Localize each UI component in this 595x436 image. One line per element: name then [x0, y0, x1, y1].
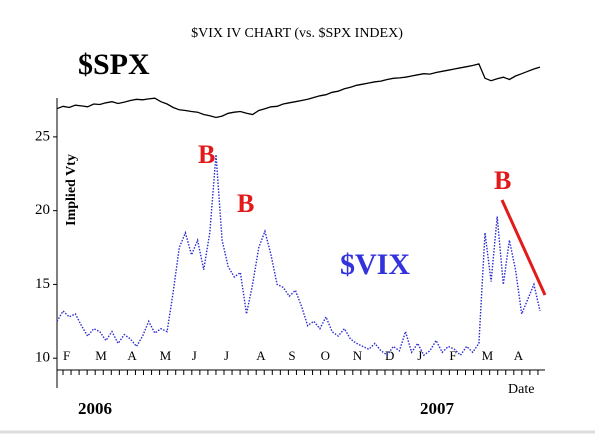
vix-label: $VIX [340, 248, 410, 281]
spx-label: $SPX [78, 48, 150, 81]
chart-title: $VIX IV CHART (vs. $SPX INDEX) [191, 26, 403, 41]
x-tick-label: A [127, 348, 137, 363]
x-tick-label: M [95, 348, 107, 363]
x-tick-label: N [353, 348, 363, 363]
x-tick-label: S [288, 348, 295, 363]
x-tick-label: A [256, 348, 266, 363]
x-tick-label: A [514, 348, 524, 363]
x-tick-label: M [482, 348, 494, 363]
y-tick-label: 10 [35, 350, 50, 366]
x-tick-label: O [321, 348, 330, 363]
y-tick-label: 15 [35, 276, 50, 292]
buy-annotation: B [198, 140, 215, 169]
x-axis-label: Date [508, 382, 534, 397]
x-tick-label: D [385, 348, 394, 363]
series-line [56, 63, 541, 119]
trend-line [500, 199, 547, 296]
y-tick-label: 20 [35, 202, 50, 218]
x-tick-label: F [63, 348, 70, 363]
buy-annotation: B [494, 166, 511, 195]
x-tick-label: J [224, 348, 229, 363]
y-tick-label: 25 [35, 128, 50, 144]
y-axis-label: Implied Vty [64, 154, 79, 226]
x-tick-label: J [417, 348, 422, 363]
year-label: 2006 [78, 399, 112, 418]
x-tick-label: J [192, 348, 197, 363]
year-label: 2007 [420, 399, 455, 418]
x-tick-label: M [160, 348, 172, 363]
x-tick-label: F [449, 348, 456, 363]
buy-annotation: B [237, 189, 254, 218]
